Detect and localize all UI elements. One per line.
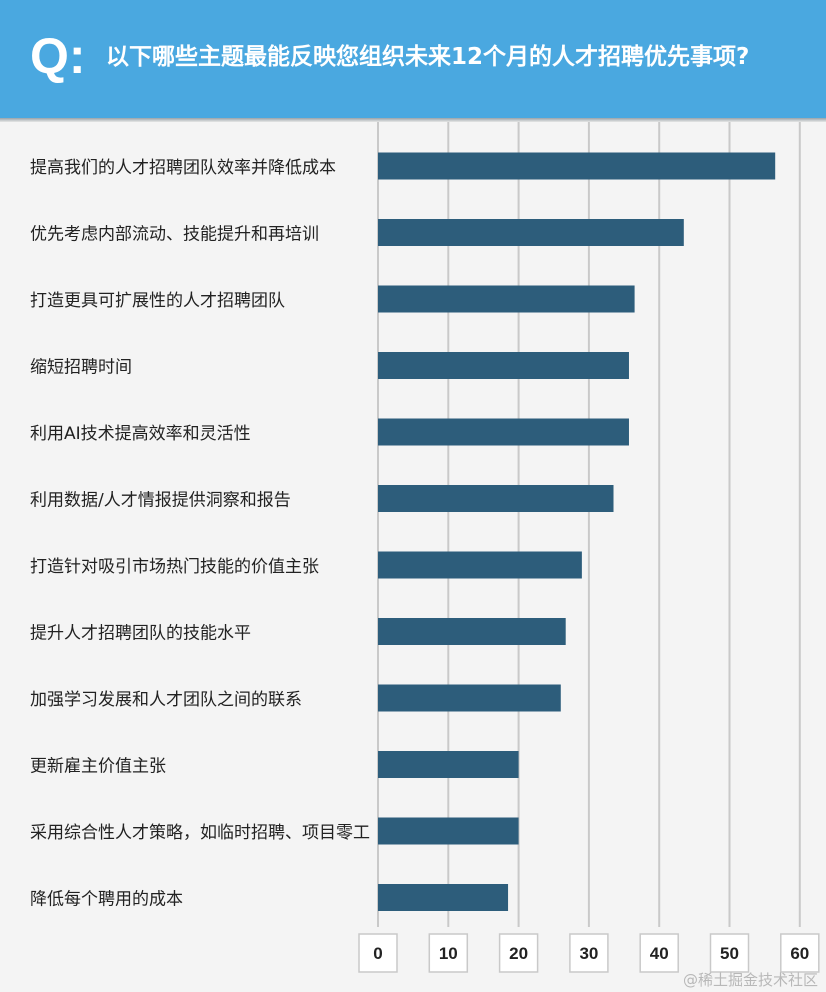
x-tick-label: 10	[439, 944, 458, 963]
x-tick-label: 60	[790, 944, 809, 963]
x-tick-label: 30	[579, 944, 598, 963]
bar	[378, 485, 614, 512]
header-banner	[0, 0, 826, 118]
category-label: 加强学习发展和人才团队之间的联系	[30, 690, 302, 710]
category-label: 更新雇主价值主张	[30, 757, 166, 777]
tick-box	[780, 933, 820, 973]
x-tick-label: 20	[509, 944, 528, 963]
category-label: 利用AI技术提高效率和灵活性	[30, 424, 251, 444]
bar	[378, 817, 519, 845]
x-tick-label: 40	[650, 944, 669, 963]
x-tick-label: 50	[720, 944, 739, 963]
bar	[378, 684, 561, 712]
category-label: 降低每个聘用的成本	[30, 890, 183, 910]
bar	[378, 618, 566, 645]
tick-box	[498, 933, 539, 973]
bar	[378, 884, 509, 911]
bar	[378, 418, 629, 446]
category-label: 打造更具可扩展性的人才招聘团队	[30, 291, 285, 311]
tick-box	[639, 933, 679, 973]
bar	[378, 352, 629, 379]
category-label: 缩短招聘时间	[30, 358, 132, 378]
bar	[378, 152, 776, 180]
category-label: 提升人才招聘团队的技能水平	[30, 624, 251, 644]
category-label: 优先考虑内部流动、技能提升和再培训	[30, 225, 319, 245]
x-tick-label: 0	[373, 944, 382, 963]
tick-box	[569, 933, 609, 973]
watermark: @稀土掘金技术社区	[682, 971, 818, 989]
category-label: 采用综合性人才策略，如临时招聘、项目零工	[30, 823, 370, 843]
category-label: 提高我们的人才招聘团队效率并降低成本	[30, 158, 336, 178]
chart-title: 以下哪些主题最能反映您组织未来12个月的人才招聘优先事项?	[106, 44, 750, 70]
tick-box	[358, 933, 398, 973]
bar	[378, 219, 684, 246]
bar	[378, 551, 582, 579]
tick-box	[709, 933, 750, 973]
bar-chart: 提高我们的人才招聘团队效率并降低成本优先考虑内部流动、技能提升和再培训打造更具可…	[30, 122, 820, 973]
header-divider	[0, 118, 826, 122]
tick-box	[428, 933, 469, 973]
bar	[378, 285, 635, 313]
bar	[378, 751, 519, 778]
category-label: 打造针对吸引市场热门技能的价值主张	[30, 557, 319, 577]
category-label: 利用数据/人才情报提供洞察和报告	[30, 491, 291, 511]
question-mark: Q:	[30, 28, 86, 84]
